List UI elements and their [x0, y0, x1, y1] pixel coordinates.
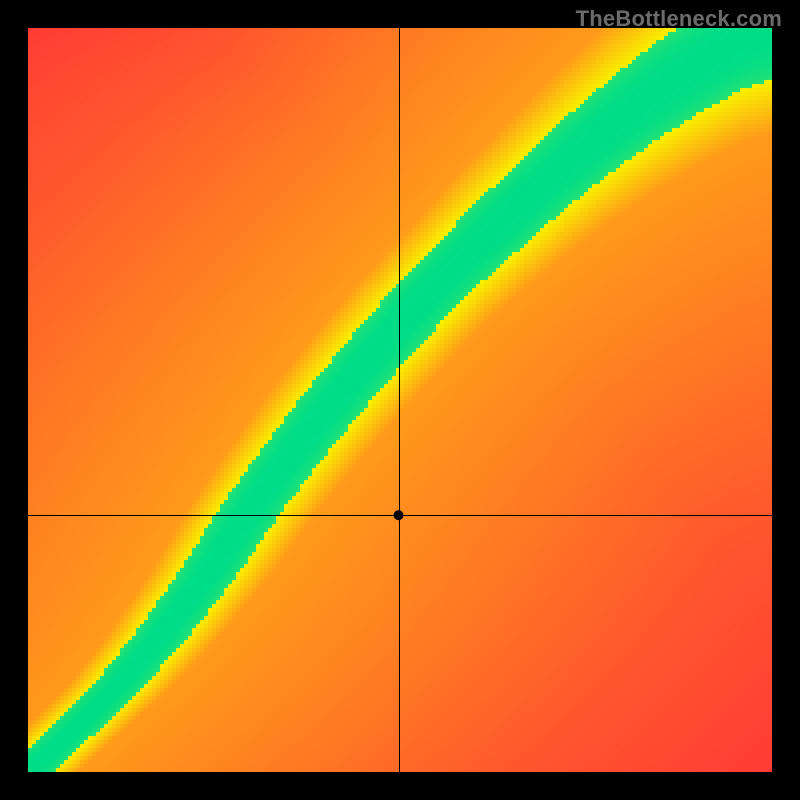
- bottleneck-heatmap: [0, 0, 800, 800]
- watermark-text: TheBottleneck.com: [576, 6, 782, 32]
